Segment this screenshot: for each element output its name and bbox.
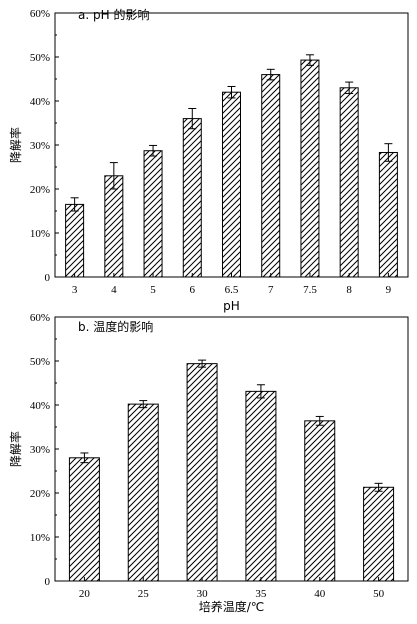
chart-title: b. 温度的影响 <box>78 319 153 334</box>
x-tick-label: 4 <box>111 284 117 296</box>
plot-frame <box>54 316 409 582</box>
bar <box>378 151 398 278</box>
x-tick-label: 6.5 <box>225 284 239 296</box>
y-tick-label: 0 <box>45 272 51 284</box>
bar <box>261 74 281 278</box>
x-tick-label: 40 <box>314 588 326 600</box>
bar <box>363 486 395 582</box>
x-tick-label: 6 <box>190 284 196 296</box>
y-tick-label: 20% <box>30 488 50 500</box>
bar <box>65 203 85 278</box>
bar <box>339 87 359 278</box>
x-tick-label: 7.5 <box>303 284 317 296</box>
chart-title: a. pH 的影响 <box>78 7 149 22</box>
x-tick-label: 8 <box>346 284 352 296</box>
x-tick-label: 20 <box>79 588 91 600</box>
x-tick-label: 7 <box>268 284 274 296</box>
chart-ph-effect: 0 10% 20% 30% 40% 50% 60% 3 4 5 6 6.5 7 7.5 8 9 a. pH 的影… <box>8 7 409 313</box>
y-axis-label: 降解率 <box>8 127 23 163</box>
y-tick-label: 40% <box>30 400 50 412</box>
bar <box>68 457 100 582</box>
y-tick-label: 30% <box>30 444 50 456</box>
x-tick-label: 9 <box>386 284 392 296</box>
bar <box>245 390 277 582</box>
bar <box>222 91 241 278</box>
y-tick-label: 50% <box>30 52 50 64</box>
x-axis-label: 培养温度/℃ <box>199 599 265 614</box>
x-tick-label: 5 <box>150 284 156 296</box>
bar <box>143 150 163 278</box>
chart-temperature-effect: 0 10% 20% 30% 40% 50% 60% 20 25 30 35 40 50 b. 温度的影响培… <box>8 312 409 614</box>
y-tick-label: 60% <box>30 312 50 324</box>
bar <box>182 118 202 278</box>
y-tick-label: 0 <box>45 576 51 588</box>
bar <box>186 363 218 582</box>
bar <box>300 59 320 278</box>
x-tick-label: 35 <box>255 588 267 600</box>
y-tick-label: 60% <box>30 8 50 20</box>
x-axis-label: pH <box>223 299 240 313</box>
y-axis-label: 降解率 <box>8 431 23 467</box>
y-tick-label: 30% <box>30 140 50 152</box>
y-tick-label: 10% <box>30 532 50 544</box>
bar <box>104 175 124 278</box>
x-tick-label: 30 <box>197 588 209 600</box>
bar <box>304 420 336 582</box>
y-tick-label: 50% <box>30 356 50 368</box>
x-tick-label: 3 <box>72 284 78 296</box>
bar <box>127 403 159 582</box>
y-tick-label: 10% <box>30 228 50 240</box>
y-tick-label: 40% <box>30 96 50 108</box>
x-tick-label: 50 <box>373 588 385 600</box>
y-tick-label: 20% <box>30 184 50 196</box>
x-tick-label: 25 <box>138 588 150 600</box>
